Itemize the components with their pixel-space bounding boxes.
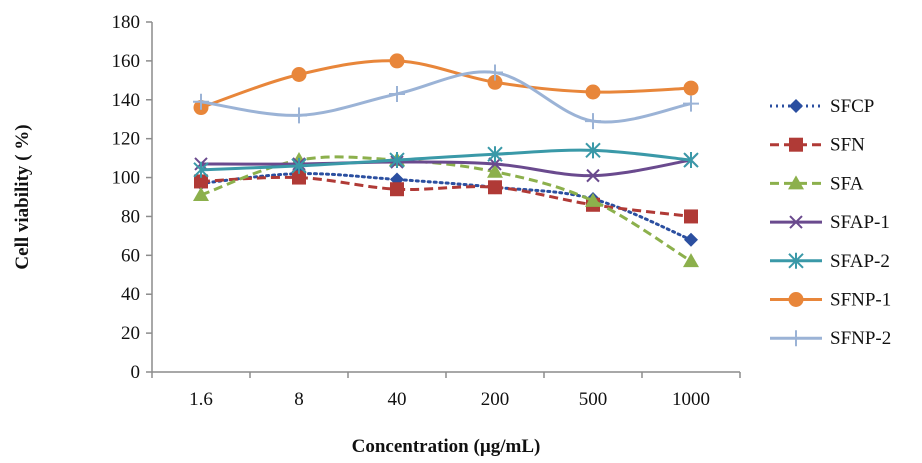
data-point-sfa: [193, 187, 209, 202]
x-tick-label: 1000: [672, 389, 710, 410]
x-axis-title: Concentration (µg/mL): [352, 436, 541, 457]
data-point-sfnp-2: [585, 113, 601, 130]
data-point-sfap-2: [193, 161, 209, 178]
data-point-sfnp-1: [487, 74, 503, 90]
legend-item-sfnp-1: SFNP-1: [770, 290, 891, 311]
axes: [151, 22, 740, 373]
x-tick-label: 500: [579, 389, 608, 410]
data-point-sfap-2: [389, 152, 405, 169]
data-point-sfnp-2: [193, 93, 209, 110]
data-point-sfnp-1: [683, 80, 699, 96]
data-point-sfap-1: [586, 168, 600, 183]
data-point-sfnp-2: [389, 85, 405, 102]
legend-swatch-marker: [788, 175, 804, 190]
legend-item-sfnp-2: SFNP-2: [770, 328, 891, 349]
legend-label: SFN: [830, 135, 865, 156]
data-point-sfa: [683, 253, 699, 268]
legend-item-sfap-1: SFAP-1: [770, 212, 890, 233]
legend-item-sfa: SFA: [770, 173, 864, 194]
data-point-sfn: [684, 209, 698, 224]
series-line-sfap-2: [200, 148, 692, 172]
legend-label: SFAP-1: [830, 212, 890, 233]
y-ticks: 0 20 40 60 80 100 120 140 160 180: [112, 12, 152, 383]
data-point-sfa: [585, 192, 601, 207]
legend-label: SFNP-2: [830, 328, 891, 349]
legend-swatch-marker: [789, 99, 803, 113]
legend-label: SFA: [830, 173, 864, 194]
data-point-sfnp-1: [389, 53, 405, 69]
legend-label: SFCP: [830, 96, 874, 117]
series-layer: [193, 53, 699, 268]
x-tick-label: 200: [481, 389, 510, 410]
x-tick-label: 40: [388, 389, 407, 410]
data-point-sfn: [194, 174, 208, 189]
series-line-sfap-1: [200, 158, 692, 178]
y-tick-label: 60: [121, 245, 140, 266]
data-point-sfnp-2: [291, 107, 307, 124]
y-tick-label: 160: [112, 51, 141, 72]
legend-label: SFAP-2: [830, 251, 890, 272]
y-tick-label: 40: [121, 284, 140, 305]
legend-label: SFNP-1: [830, 290, 891, 311]
data-point-sfap-2: [487, 146, 503, 163]
legend-item-sfcp: SFCP: [770, 96, 874, 117]
data-point-sfnp-1: [585, 84, 601, 100]
series-line-sfnp-2: [200, 70, 692, 124]
data-point-sfa: [487, 163, 503, 178]
data-point-sfn: [488, 180, 502, 195]
y-tick-label: 120: [112, 129, 141, 150]
legend-swatch-marker: [788, 252, 804, 269]
y-tick-label: 140: [112, 90, 141, 111]
legend-item-sfap-2: SFAP-2: [770, 251, 890, 272]
legend-swatch-marker: [788, 292, 804, 307]
data-point-sfnp-1: [291, 67, 307, 82]
x-tick-label: 1.6: [189, 389, 213, 410]
legend-item-sfn: SFN: [770, 135, 865, 156]
y-tick-label: 0: [131, 362, 141, 383]
y-tick-label: 100: [112, 168, 141, 189]
series-sfnp-1: [193, 53, 699, 116]
y-tick-label: 80: [121, 206, 140, 227]
series-sfcp: [194, 166, 698, 247]
x-tick-label: 8: [294, 389, 304, 410]
y-axis-title: Cell viability ( %): [12, 124, 33, 269]
series-line-sfn: [200, 175, 692, 218]
series-sfap-2: [193, 142, 699, 178]
data-point-sfnp-2: [683, 95, 699, 112]
data-point-sfcp: [684, 232, 698, 247]
y-tick-label: 20: [121, 323, 140, 344]
y-tick-label: 180: [112, 12, 141, 33]
data-point-sfap-2: [683, 152, 699, 169]
series-line-sfcp: [199, 172, 693, 242]
series-sfnp-2: [193, 64, 699, 130]
data-point-sfn: [292, 170, 306, 185]
legend-swatch-marker: [788, 330, 804, 347]
legend-swatch-marker: [789, 215, 803, 229]
legend: SFCP SFN SFA SFAP-1 SFAP-2 SFNP-1 SFNP-2: [770, 96, 891, 349]
data-point-sfn: [390, 182, 404, 197]
series-line-sfnp-1: [200, 59, 692, 109]
data-point-sfap-2: [291, 157, 307, 174]
data-point-sfnp-2: [487, 64, 503, 81]
data-point-sfap-2: [585, 142, 601, 159]
data-point-sfap-1: [488, 157, 502, 171]
legend-swatch-marker: [789, 137, 803, 152]
x-ticks: 1.6 8 40 200 500 1000: [151, 372, 741, 410]
series-sfn: [194, 170, 698, 224]
